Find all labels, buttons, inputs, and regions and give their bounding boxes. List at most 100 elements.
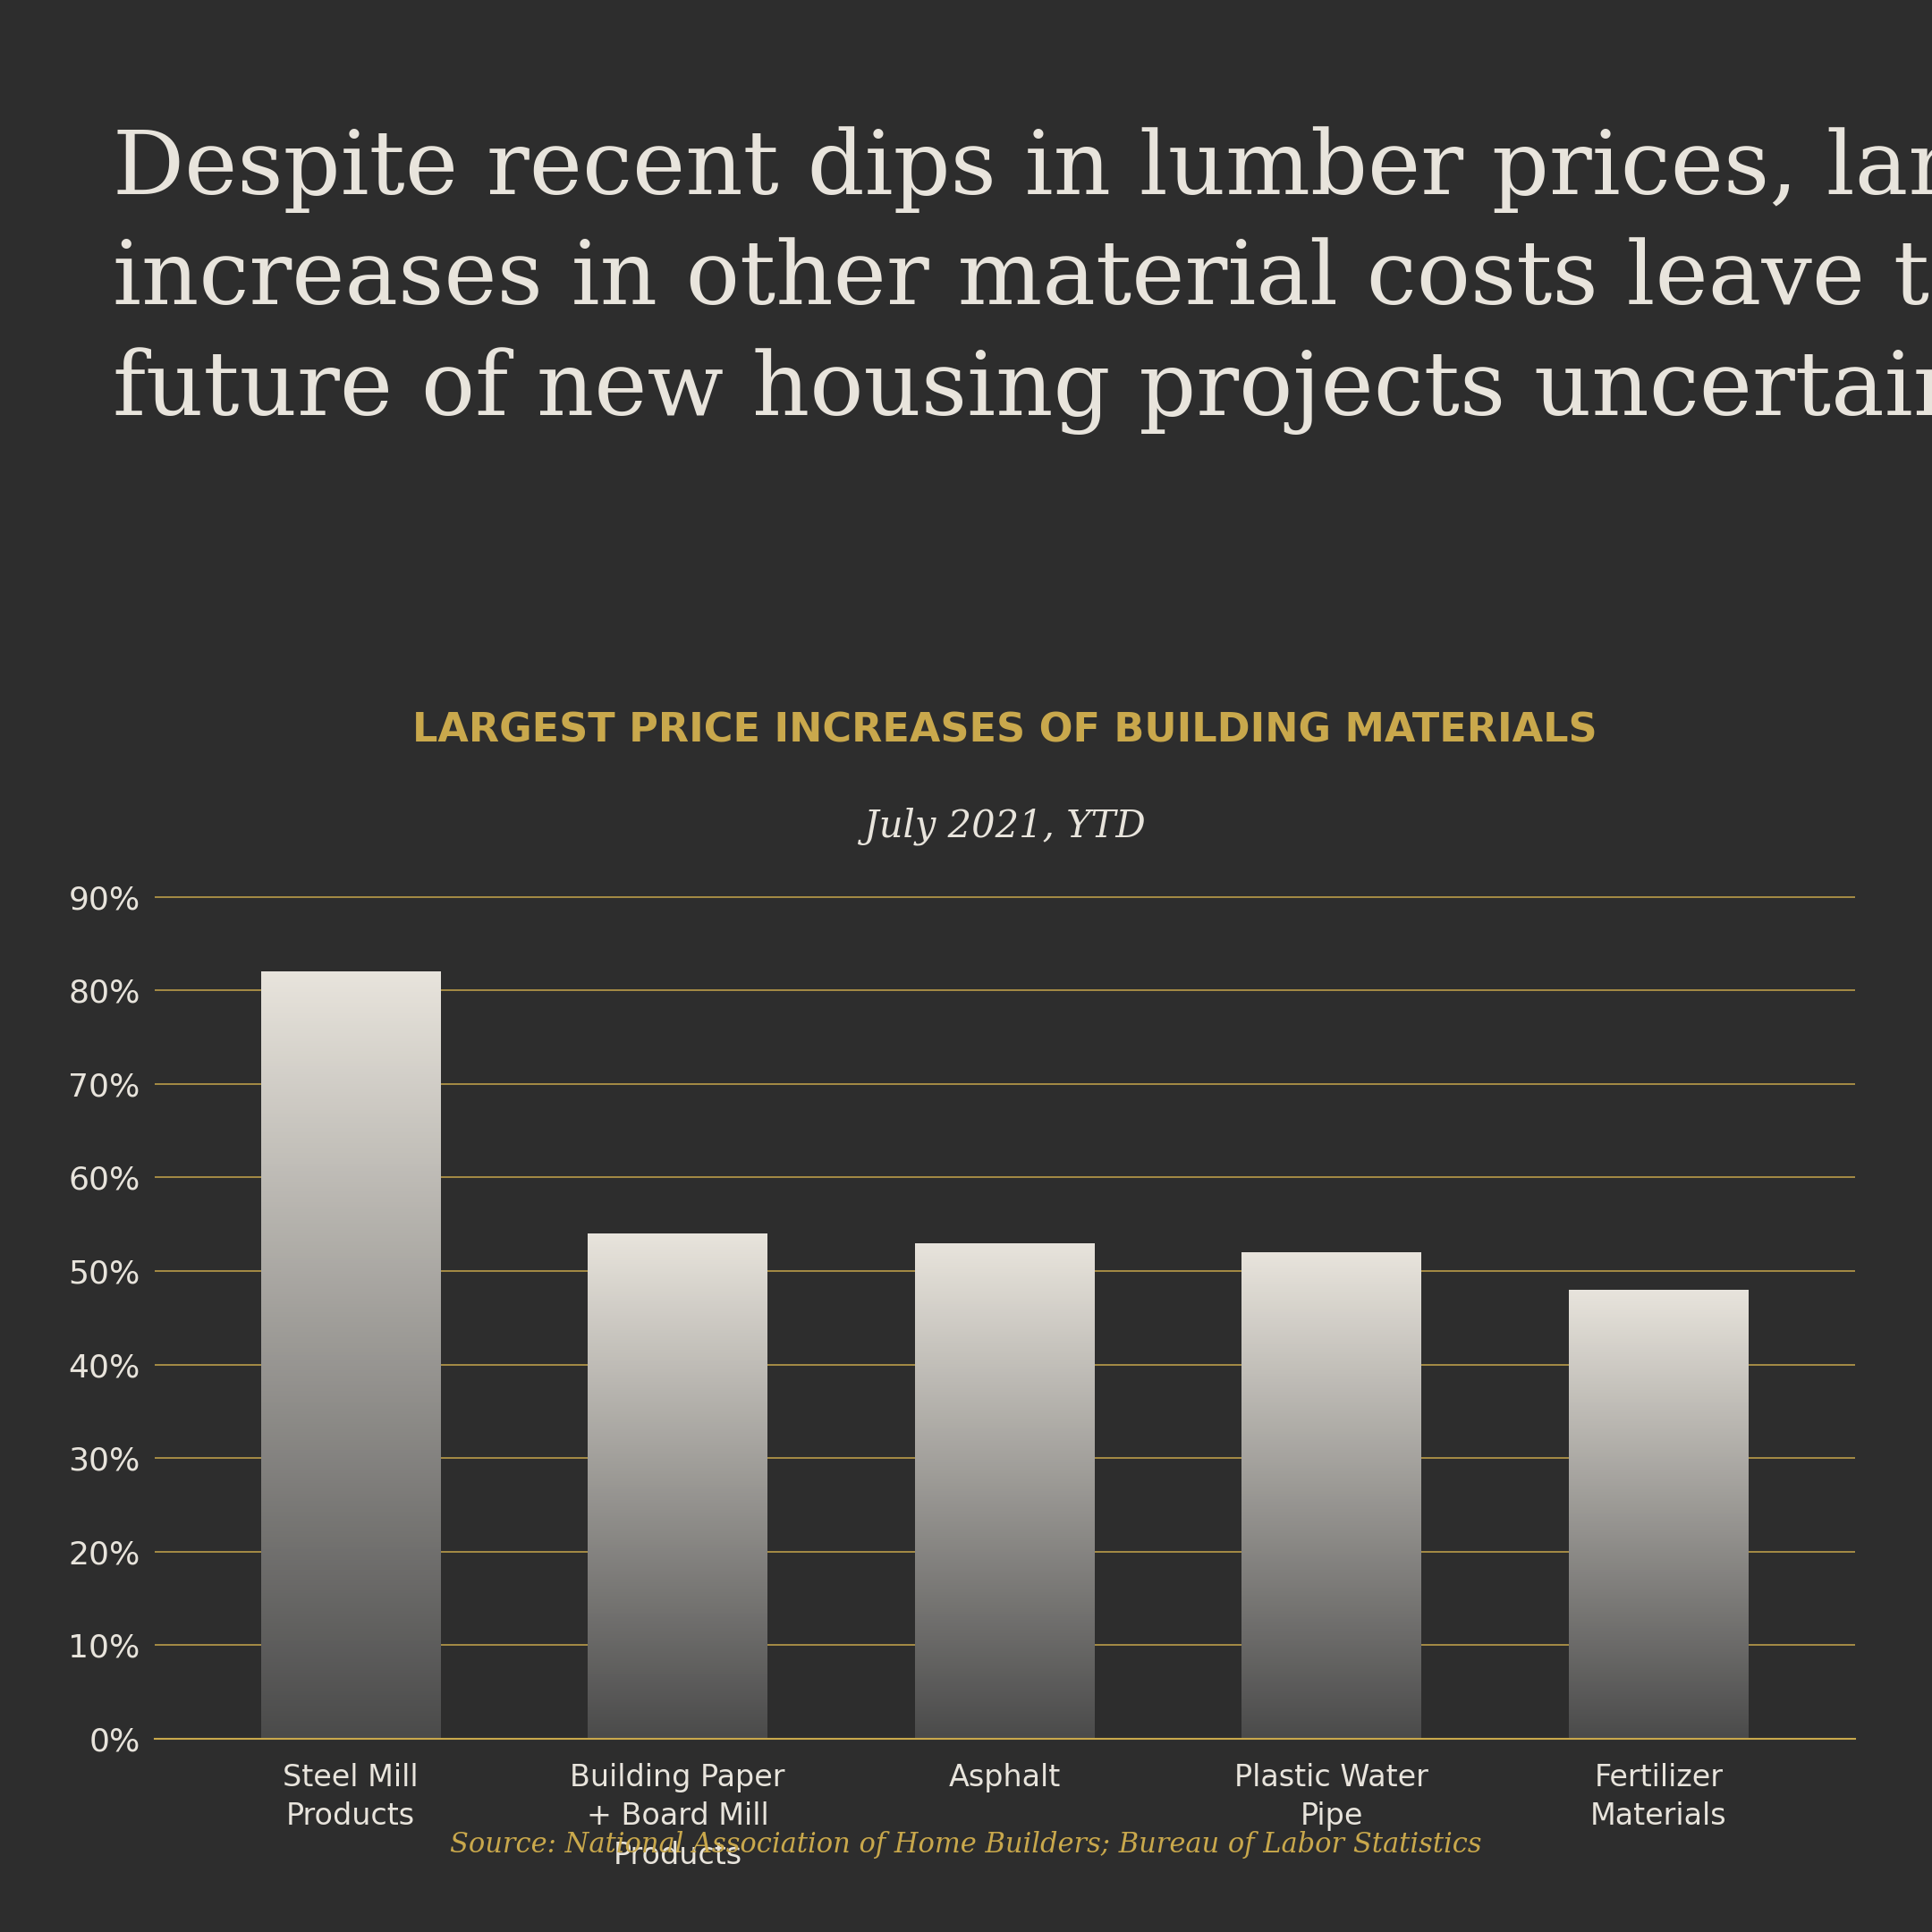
Bar: [261, 1716, 440, 1718]
Bar: [261, 1586, 440, 1588]
Bar: [261, 1700, 440, 1702]
Bar: [261, 1681, 440, 1683]
Bar: [261, 1689, 440, 1690]
Bar: [261, 1590, 440, 1594]
Bar: [261, 1202, 440, 1204]
Bar: [261, 1124, 440, 1128]
Bar: [261, 1043, 440, 1045]
Bar: [261, 1090, 440, 1092]
Bar: [261, 1634, 440, 1636]
Bar: [261, 1509, 440, 1511]
Bar: [261, 1248, 440, 1250]
Bar: [261, 1138, 440, 1140]
Bar: [261, 1041, 440, 1043]
Bar: [261, 1605, 440, 1609]
Bar: [261, 1146, 440, 1148]
Bar: [261, 1264, 440, 1265]
Bar: [261, 1557, 440, 1559]
Bar: [261, 1171, 440, 1175]
Bar: [261, 1337, 440, 1341]
Bar: [261, 1501, 440, 1503]
Bar: [261, 997, 440, 1001]
Bar: [261, 1378, 440, 1381]
Bar: [261, 1449, 440, 1453]
Bar: [261, 1175, 440, 1177]
Bar: [261, 1646, 440, 1650]
Bar: [261, 1414, 440, 1416]
Bar: [261, 1542, 440, 1544]
Bar: [261, 1082, 440, 1084]
Bar: [261, 1567, 440, 1571]
Bar: [261, 1385, 440, 1389]
Bar: [261, 1122, 440, 1124]
Bar: [261, 1519, 440, 1522]
Bar: [261, 1391, 440, 1393]
Bar: [261, 1362, 440, 1366]
Bar: [261, 1341, 440, 1343]
Bar: [261, 1470, 440, 1472]
Bar: [261, 1227, 440, 1231]
Bar: [261, 1737, 440, 1739]
Bar: [261, 1057, 440, 1059]
Bar: [261, 1333, 440, 1335]
Bar: [261, 1231, 440, 1233]
Bar: [261, 1022, 440, 1026]
Bar: [261, 1192, 440, 1194]
Bar: [261, 1059, 440, 1061]
Bar: [261, 1001, 440, 1003]
Bar: [261, 1665, 440, 1667]
Bar: [261, 1578, 440, 1580]
Bar: [261, 1439, 440, 1441]
Bar: [261, 1177, 440, 1179]
Bar: [261, 1076, 440, 1080]
Bar: [261, 1066, 440, 1068]
Bar: [261, 987, 440, 989]
Bar: [261, 1107, 440, 1109]
Bar: [261, 1422, 440, 1424]
Bar: [261, 1084, 440, 1088]
Bar: [261, 1049, 440, 1051]
Bar: [261, 1169, 440, 1171]
Bar: [261, 1488, 440, 1492]
Bar: [261, 1294, 440, 1296]
Bar: [261, 1180, 440, 1184]
Bar: [261, 1575, 440, 1578]
Bar: [261, 1155, 440, 1159]
Bar: [261, 993, 440, 995]
Bar: [261, 1559, 440, 1563]
Bar: [261, 1536, 440, 1540]
Bar: [261, 1582, 440, 1586]
Bar: [261, 985, 440, 987]
Bar: [261, 1397, 440, 1399]
Bar: [261, 1499, 440, 1501]
Bar: [261, 1476, 440, 1478]
Bar: [261, 1662, 440, 1665]
Bar: [261, 1153, 440, 1155]
Bar: [261, 1503, 440, 1507]
Bar: [261, 1186, 440, 1188]
Bar: [261, 1115, 440, 1117]
Bar: [261, 1159, 440, 1161]
Bar: [261, 1298, 440, 1302]
Bar: [261, 1343, 440, 1345]
Bar: [261, 1432, 440, 1435]
Bar: [261, 1194, 440, 1196]
Bar: [261, 1088, 440, 1090]
Bar: [261, 1327, 440, 1329]
Bar: [261, 1273, 440, 1275]
Bar: [261, 1287, 440, 1289]
Bar: [261, 1540, 440, 1542]
Bar: [261, 1250, 440, 1254]
Bar: [261, 1673, 440, 1675]
Bar: [261, 1304, 440, 1306]
Bar: [261, 1383, 440, 1385]
Bar: [261, 1030, 440, 1034]
Bar: [261, 1130, 440, 1132]
Bar: [261, 1420, 440, 1422]
Bar: [261, 1580, 440, 1582]
Bar: [261, 1306, 440, 1310]
Bar: [261, 1408, 440, 1412]
Bar: [261, 1393, 440, 1397]
Bar: [261, 1445, 440, 1447]
Bar: [261, 1350, 440, 1352]
